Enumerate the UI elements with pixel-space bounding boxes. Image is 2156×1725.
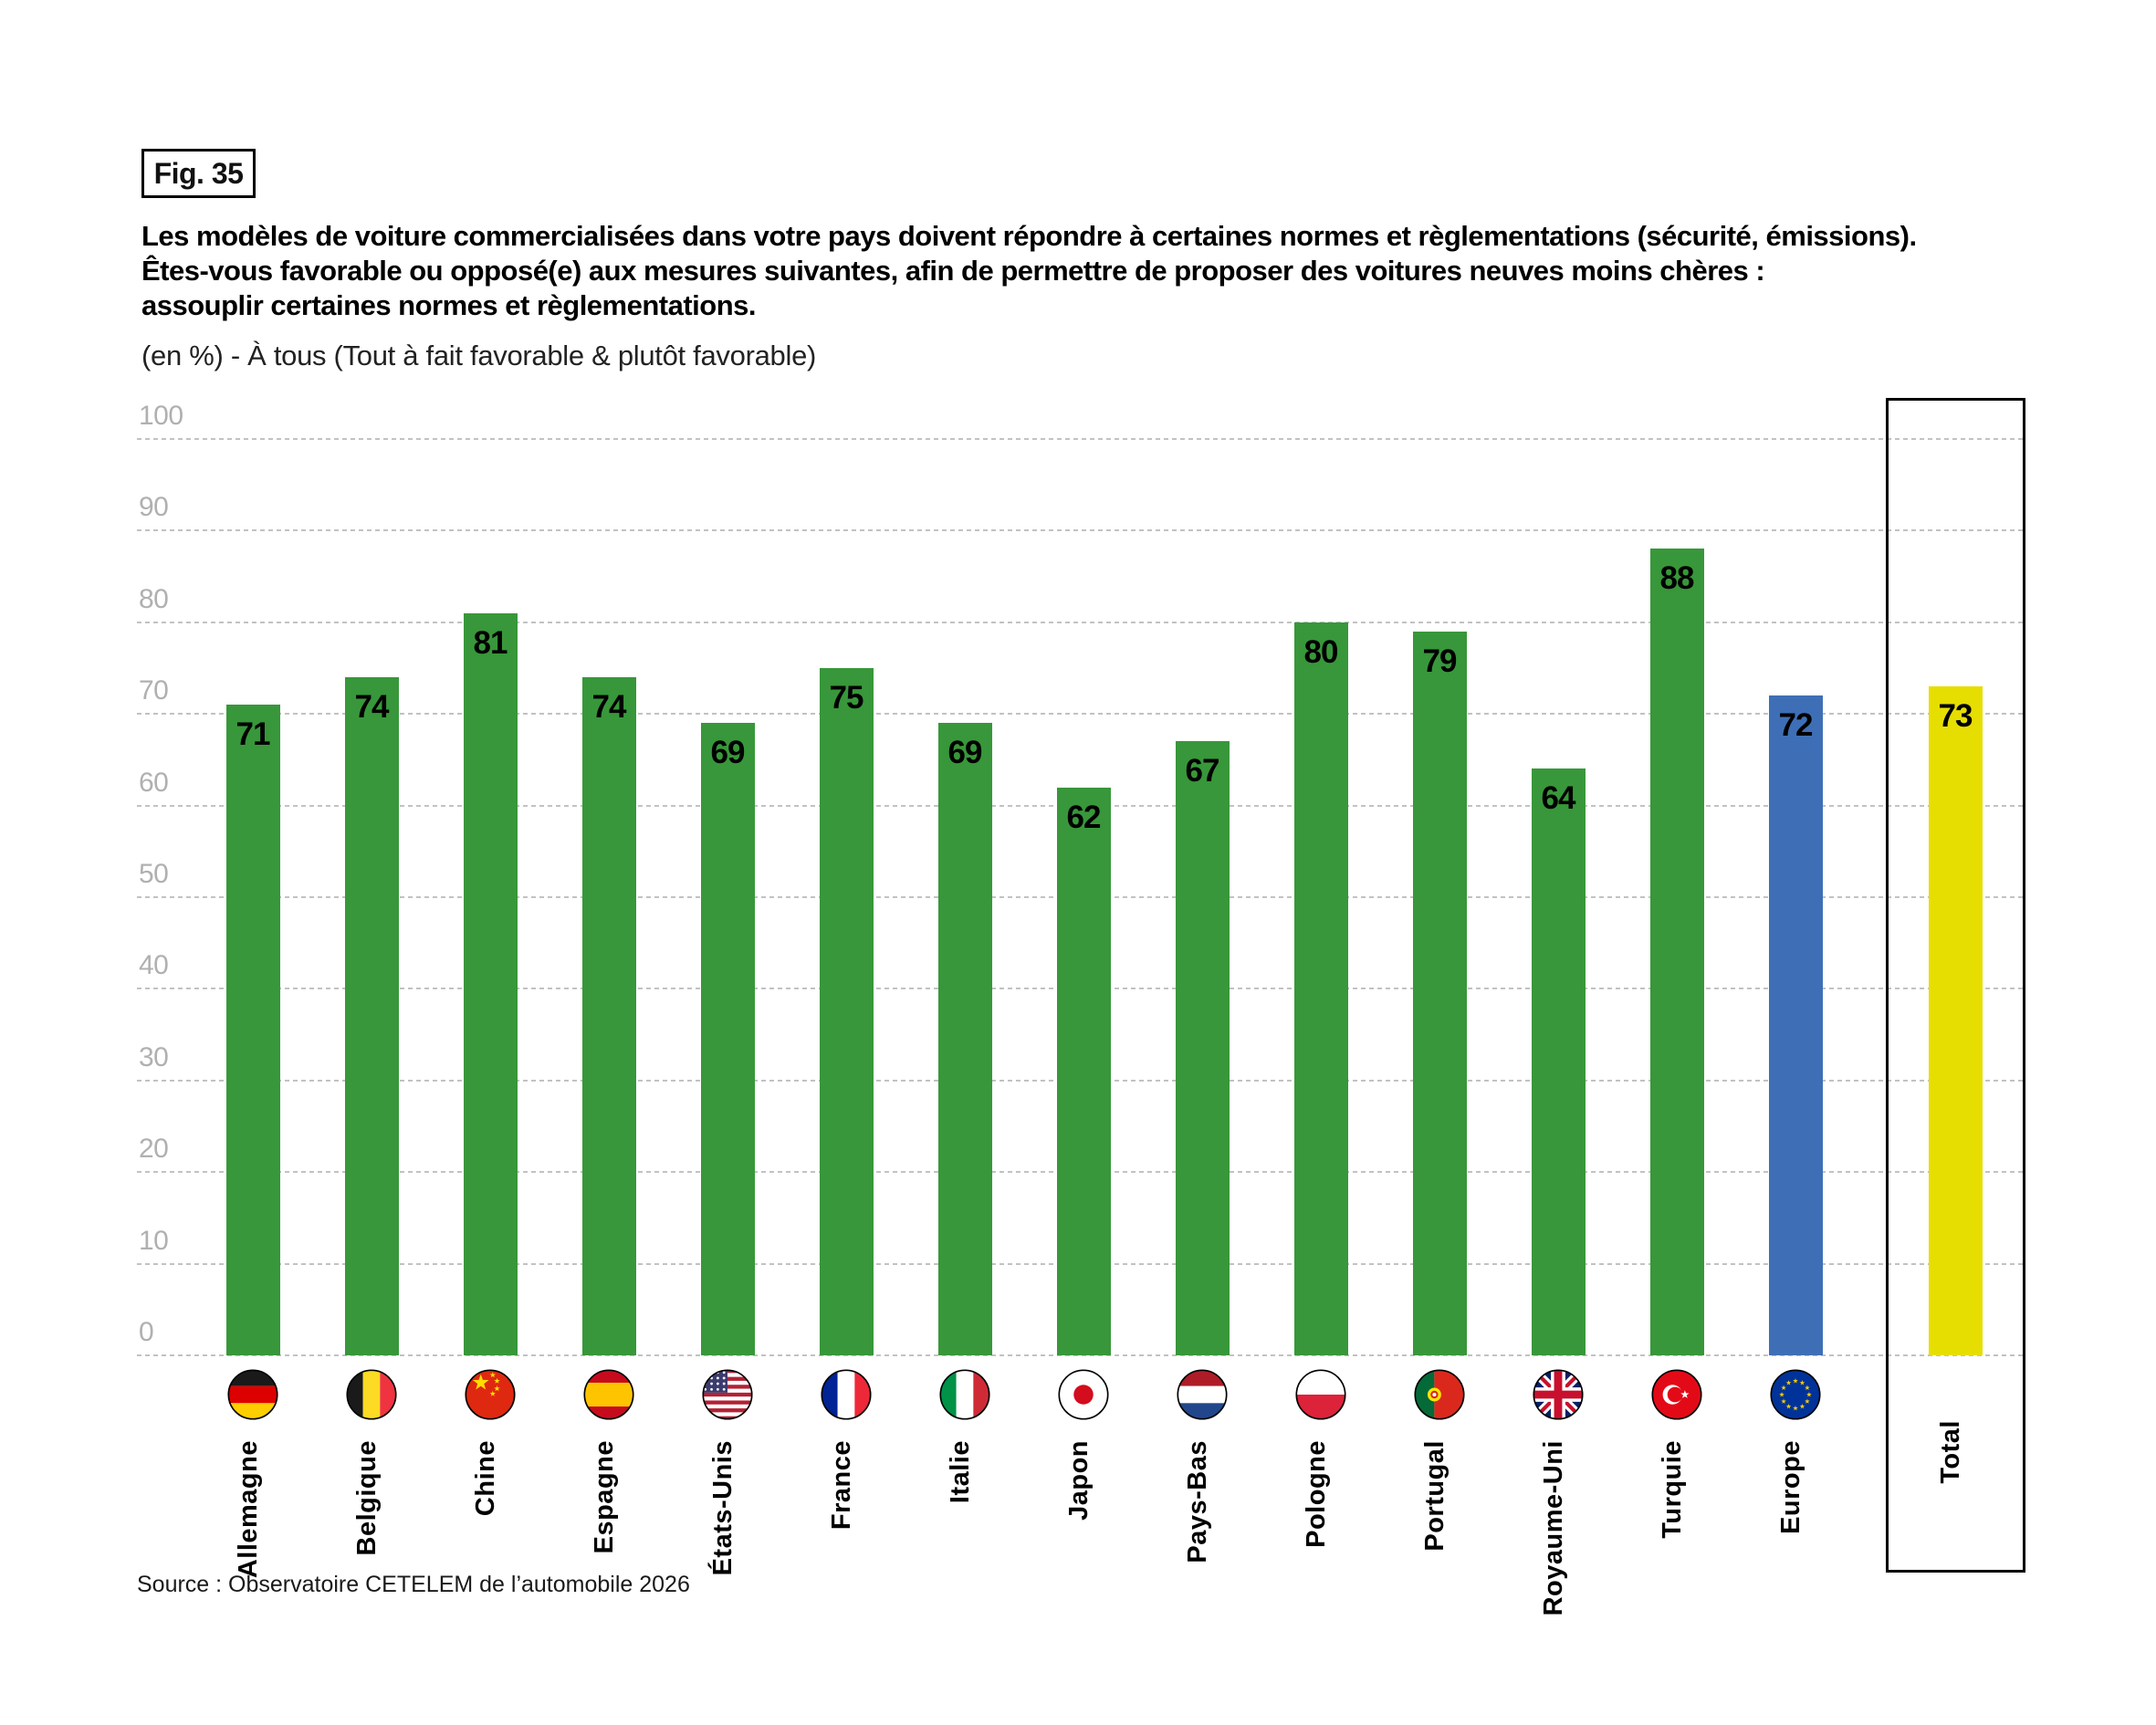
chart-title-line-2: Êtes-vous favorable ou opposé(e) aux mes… [141,255,1765,287]
bar-value-label-espagne: 74 [591,689,627,726]
y-axis-tick-label-20: 20 [139,1134,169,1165]
bar-allemagne: 71 [225,705,280,1355]
bar-belgique: 74 [344,677,399,1355]
flag-turquie-wrapper [1651,1369,1702,1420]
source-note: Source : Observatoire CETELEM de l’autom… [137,1572,690,1597]
flag-france-icon [821,1369,872,1420]
y-axis-tick-label-30: 30 [139,1041,169,1072]
x-axis-label-belgique: Belgique [352,1440,382,1556]
x-axis-label-portugal: Portugal [1420,1440,1450,1552]
bar-value-label-total: 73 [1938,698,1973,735]
x-axis-label-turquie: Turquie [1658,1440,1687,1539]
x-axis-label-espagne: Espagne [590,1440,619,1554]
x-axis-label-total: Total [1936,1420,1965,1484]
bar-value-label-japon: 62 [1066,799,1102,835]
bar-europe: 72 [1768,695,1823,1355]
y-axis-tick-label-70: 70 [139,675,169,706]
bar-value-label-pologne: 80 [1303,633,1339,670]
bar-value-label-pays-bas: 67 [1185,753,1220,789]
flag-japon-icon [1058,1369,1109,1420]
bar-espagne: 74 [581,677,636,1355]
bar-italie: 69 [937,723,992,1355]
bar-total: 73 [1928,686,1983,1355]
x-axis-label-etats-unis: États-Unis [708,1440,738,1576]
flag-chine-icon [465,1369,516,1420]
x-axis-label-europe: Europe [1776,1440,1805,1534]
bar-value-label-italie: 69 [947,735,983,771]
bar-portugal: 79 [1412,631,1467,1355]
bar-chine: 81 [463,612,518,1355]
bar-value-label-etats-unis: 69 [710,735,746,771]
flag-europe-wrapper [1770,1369,1821,1420]
flag-allemagne-icon [227,1369,278,1420]
flag-turquie-icon [1651,1369,1702,1420]
flag-portugal-icon [1414,1369,1465,1420]
x-axis-label-pologne: Pologne [1302,1440,1331,1548]
flag-pologne-wrapper [1295,1369,1346,1420]
flag-allemagne-wrapper [227,1369,278,1420]
x-axis-label-allemagne: Allemagne [234,1440,263,1579]
bar-value-label-portugal: 79 [1422,643,1458,679]
total-highlight-box [1886,398,2025,1573]
flag-chine-wrapper [465,1369,516,1420]
x-axis-label-japon: Japon [1064,1440,1094,1521]
bar-value-label-europe: 72 [1778,707,1814,744]
bar-pologne: 80 [1293,622,1348,1355]
flag-espagne-icon [583,1369,634,1420]
flag-etats-unis-wrapper [702,1369,753,1420]
flag-etats-unis-icon [702,1369,753,1420]
flag-belgique-icon [346,1369,397,1420]
bar-value-label-turquie: 88 [1659,560,1695,597]
chart-subtitle: (en %) - À tous (Tout à fait favorable &… [141,340,817,371]
bar-value-label-allemagne: 71 [235,716,271,753]
y-axis-tick-label-80: 80 [139,583,169,614]
bar-value-label-belgique: 74 [354,689,390,726]
bar-japon: 62 [1056,787,1111,1355]
flag-belgique-wrapper [346,1369,397,1420]
chart-title-line-1: Les modèles de voiture commercialisées d… [141,220,1917,252]
y-axis-tick-label-90: 90 [139,492,169,523]
gridline-70 [137,713,2025,716]
y-axis-tick-label-40: 40 [139,950,169,981]
bar-value-label-chine: 81 [473,624,508,661]
x-axis-label-royaume-uni: Royaume-Uni [1539,1440,1568,1616]
chart-title-line-3: assouplir certaines normes et règlementa… [141,289,757,321]
flag-italie-wrapper [939,1369,990,1420]
bar-turquie: 88 [1649,549,1704,1355]
x-axis-label-france: France [827,1440,856,1531]
flag-royaume-uni-icon [1533,1369,1584,1420]
flag-espagne-wrapper [583,1369,634,1420]
x-axis-label-chine: Chine [471,1440,500,1517]
figure-label: Fig. 35 [141,149,256,198]
chart-title: Les modèles de voiture commercialisées d… [141,219,2095,323]
gridline-90 [137,529,2025,532]
y-axis-tick-label-100: 100 [139,401,183,431]
flag-pays-bas-wrapper [1177,1369,1228,1420]
bar-etats-unis: 69 [700,723,755,1355]
flag-portugal-wrapper [1414,1369,1465,1420]
x-axis-label-pays-bas: Pays-Bas [1183,1440,1212,1563]
flag-france-wrapper [821,1369,872,1420]
y-axis-tick-label-0: 0 [139,1317,154,1347]
x-axis-label-italie: Italie [946,1440,975,1504]
flag-europe-icon [1770,1369,1821,1420]
flag-pays-bas-icon [1177,1369,1228,1420]
bar-value-label-france: 75 [829,680,864,716]
flag-italie-icon [939,1369,990,1420]
flag-royaume-uni-wrapper [1533,1369,1584,1420]
gridline-80 [137,621,2025,623]
y-axis-tick-label-10: 10 [139,1225,169,1256]
y-axis-tick-label-60: 60 [139,767,169,798]
bar-pays-bas: 67 [1175,741,1230,1355]
gridline-100 [137,438,2025,440]
bar-value-label-royaume-uni: 64 [1541,780,1576,817]
bar-france: 75 [819,668,874,1355]
y-axis-tick-label-50: 50 [139,859,169,889]
bar-royaume-uni: 64 [1531,768,1586,1355]
flag-japon-wrapper [1058,1369,1109,1420]
gridline-0 [137,1354,2025,1356]
flag-pologne-icon [1295,1369,1346,1420]
